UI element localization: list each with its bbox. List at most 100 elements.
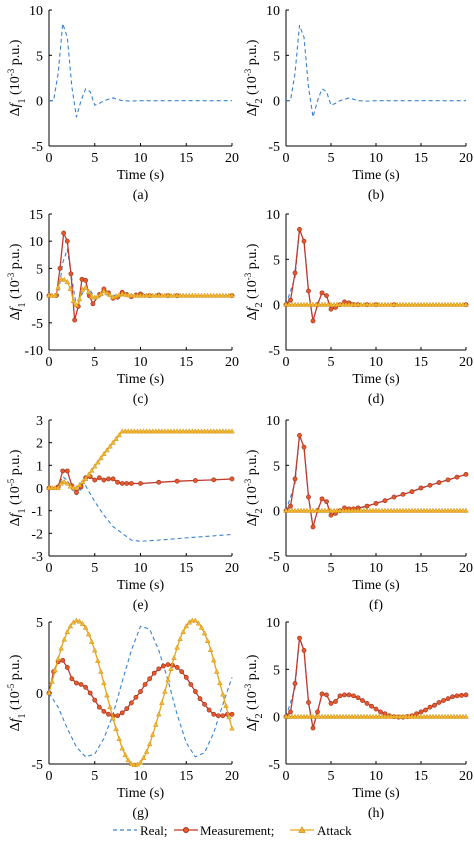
measurement-point: [220, 713, 226, 719]
measurement-point: [147, 676, 153, 682]
measurement-point: [96, 475, 102, 481]
attack-point: [101, 288, 107, 294]
attack-point: [122, 291, 128, 297]
y-label-part-4: -3: [243, 683, 253, 691]
attack-point: [73, 484, 80, 490]
y-label-part-2: 2: [254, 713, 265, 718]
attack-point: [125, 757, 132, 763]
measurement-point: [192, 478, 198, 483]
measurement-point: [119, 481, 125, 486]
attack-point: [104, 692, 110, 698]
x-tick-label: 10: [369, 769, 383, 784]
attack-point: [137, 759, 144, 765]
measurement-point: [72, 317, 78, 323]
x-axis-label: Time (s): [117, 372, 165, 387]
y-tick-label: -1: [31, 505, 43, 520]
attack-point: [143, 748, 150, 754]
x-tick-label: 5: [328, 355, 335, 370]
y-tick-label: -2: [31, 527, 43, 542]
x-tick-label: 20: [459, 355, 473, 370]
attack-point: [55, 655, 61, 661]
x-tick-label: 10: [134, 561, 148, 576]
measurement-point: [124, 706, 130, 712]
x-tick-label: 20: [225, 355, 239, 370]
attack-point: [79, 478, 86, 484]
y-label-part-4: -3: [243, 68, 253, 76]
measurement-point: [373, 501, 379, 506]
y-axis-label: Δf2 (10-3 p.u.): [243, 243, 265, 320]
attack-point: [195, 620, 202, 626]
attack-point: [85, 471, 92, 477]
y-label-part-3: (10: [245, 280, 260, 302]
y-label-part-3: (10: [245, 691, 260, 713]
measurement-point: [292, 270, 298, 276]
attack-point: [220, 691, 226, 697]
x-tick-label: 0: [46, 355, 53, 370]
y-tick-label: -5: [268, 344, 280, 359]
y-label-part-1: f: [245, 101, 260, 107]
y-label-part-0: Δ: [245, 517, 260, 526]
y-label-part-5: p.u.): [245, 243, 260, 273]
y-label-part-5: p.u.): [245, 39, 260, 69]
x-tick-label: 15: [414, 769, 428, 784]
y-label-part-5: p.u.): [8, 654, 23, 684]
attack-point: [64, 278, 71, 284]
y-tick-label: 0: [36, 687, 43, 702]
measurement-point: [68, 271, 74, 277]
attack-point: [168, 665, 174, 671]
y-label-part-2: 1: [17, 508, 28, 513]
series-line-real: [48, 625, 233, 758]
y-tick-label: 10: [266, 4, 280, 19]
measurement-point: [174, 665, 180, 670]
y-label-part-4: -3: [6, 272, 16, 280]
attack-point: [64, 480, 71, 486]
measurement-point: [106, 711, 111, 717]
measurement-point: [211, 711, 217, 717]
y-label-part-5: p.u.): [8, 243, 23, 273]
measurement-point: [160, 663, 166, 669]
measurement-point: [324, 692, 329, 698]
panel-caption: (g): [132, 806, 149, 821]
measurement-point: [409, 489, 415, 495]
measurement-point: [128, 481, 134, 486]
y-label-part-4: -5: [6, 683, 16, 691]
measurement-point: [197, 696, 203, 702]
y-label-part-1: f: [245, 305, 260, 311]
attack-point: [156, 711, 162, 717]
measurement-point: [101, 709, 107, 714]
measurement-point: [351, 693, 356, 699]
measurement-point: [64, 665, 70, 670]
x-tick-label: 0: [283, 561, 290, 576]
x-tick-label: 10: [134, 355, 148, 370]
y-label-part-4: -3: [243, 272, 253, 280]
x-axis-label: Time (s): [117, 168, 165, 183]
y-tick-label: 5: [273, 663, 280, 678]
measurement-point: [306, 494, 311, 500]
attack-point: [55, 484, 61, 490]
y-label-part-0: Δ: [8, 722, 23, 731]
y-label-part-0: Δ: [8, 311, 23, 320]
measurement-point: [229, 476, 235, 482]
measurement-point: [101, 477, 107, 483]
attack-point: [67, 483, 74, 489]
y-tick-label: 0: [273, 711, 280, 726]
y-label-part-3: (10: [245, 76, 260, 98]
x-tick-label: 10: [369, 355, 383, 370]
series-line-measurement: [48, 659, 232, 717]
y-label-part-2: 2: [254, 98, 265, 103]
attack-point: [61, 636, 67, 642]
y-tick-label: 5: [273, 49, 280, 64]
y-label-part-2: 1: [17, 713, 28, 718]
attack-point: [104, 447, 110, 453]
y-tick-label: 10: [29, 235, 43, 250]
attack-point: [67, 623, 74, 629]
measurement-point: [90, 301, 96, 307]
attack-point: [207, 646, 214, 652]
y-label-part-3: (10: [8, 486, 23, 508]
panel-caption: (e): [133, 598, 149, 613]
y-tick-label: -10: [24, 344, 43, 359]
measurement-point: [324, 293, 329, 298]
